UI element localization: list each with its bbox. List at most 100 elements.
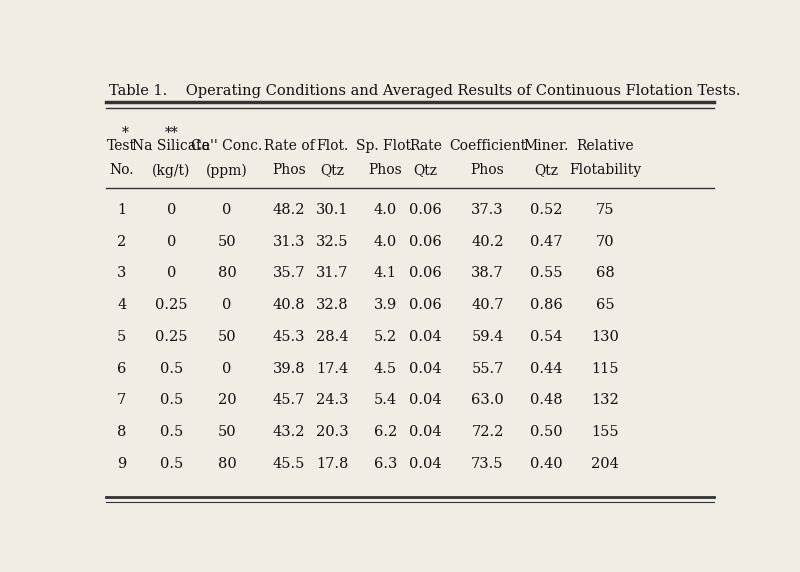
- Text: 39.8: 39.8: [273, 362, 306, 376]
- Text: 204: 204: [591, 456, 619, 471]
- Text: 45.7: 45.7: [273, 393, 306, 407]
- Text: Sp. Flot.: Sp. Flot.: [355, 139, 415, 153]
- Text: 0.25: 0.25: [155, 330, 187, 344]
- Text: 4.1: 4.1: [374, 267, 397, 280]
- Text: 32.5: 32.5: [316, 235, 349, 249]
- Text: 0: 0: [166, 267, 176, 280]
- Text: 0.04: 0.04: [409, 330, 442, 344]
- Text: 45.3: 45.3: [273, 330, 306, 344]
- Text: 8: 8: [117, 425, 126, 439]
- Text: 0: 0: [222, 362, 232, 376]
- Text: 48.2: 48.2: [273, 203, 306, 217]
- Text: 6.3: 6.3: [374, 456, 397, 471]
- Text: Ca'' Conc.: Ca'' Conc.: [191, 139, 262, 153]
- Text: 31.7: 31.7: [316, 267, 349, 280]
- Text: 59.4: 59.4: [471, 330, 504, 344]
- Text: Qtz: Qtz: [534, 164, 558, 177]
- Text: 32.8: 32.8: [316, 298, 349, 312]
- Text: Phos: Phos: [272, 164, 306, 177]
- Text: 6.2: 6.2: [374, 425, 397, 439]
- Text: 7: 7: [117, 393, 126, 407]
- Text: 20: 20: [218, 393, 237, 407]
- Text: 24.3: 24.3: [316, 393, 349, 407]
- Text: 4.0: 4.0: [374, 235, 397, 249]
- Text: Phos: Phos: [368, 164, 402, 177]
- Text: 0.40: 0.40: [530, 456, 562, 471]
- Text: 31.3: 31.3: [273, 235, 306, 249]
- Text: 0.54: 0.54: [530, 330, 562, 344]
- Text: 50: 50: [218, 425, 237, 439]
- Text: Qtz: Qtz: [414, 164, 438, 177]
- Text: 0.5: 0.5: [160, 362, 183, 376]
- Text: 0.55: 0.55: [530, 267, 562, 280]
- Text: 70: 70: [596, 235, 614, 249]
- Text: (ppm): (ppm): [206, 164, 248, 178]
- Text: 68: 68: [596, 267, 614, 280]
- Text: 0.04: 0.04: [409, 456, 442, 471]
- Text: 17.8: 17.8: [316, 456, 349, 471]
- Text: 0.04: 0.04: [409, 362, 442, 376]
- Text: Flotability: Flotability: [570, 164, 642, 177]
- Text: 1: 1: [117, 203, 126, 217]
- Text: 5.4: 5.4: [374, 393, 397, 407]
- Text: 40.8: 40.8: [273, 298, 306, 312]
- Text: Relative: Relative: [577, 139, 634, 153]
- Text: 63.0: 63.0: [471, 393, 504, 407]
- Text: 0.86: 0.86: [530, 298, 562, 312]
- Text: 55.7: 55.7: [471, 362, 504, 376]
- Text: (kg/t): (kg/t): [152, 164, 190, 178]
- Text: 115: 115: [591, 362, 619, 376]
- Text: 65: 65: [596, 298, 614, 312]
- Text: Test: Test: [107, 139, 136, 153]
- Text: 132: 132: [591, 393, 619, 407]
- Text: 35.7: 35.7: [273, 267, 306, 280]
- Text: 0: 0: [166, 203, 176, 217]
- Text: 0.5: 0.5: [160, 425, 183, 439]
- Text: 5.2: 5.2: [374, 330, 397, 344]
- Text: 72.2: 72.2: [471, 425, 504, 439]
- Text: 4: 4: [117, 298, 126, 312]
- Text: 0.25: 0.25: [155, 298, 187, 312]
- Text: 0.06: 0.06: [409, 298, 442, 312]
- Text: 0.06: 0.06: [409, 235, 442, 249]
- Text: 0.06: 0.06: [409, 267, 442, 280]
- Text: 3.9: 3.9: [374, 298, 397, 312]
- Text: 80: 80: [218, 456, 237, 471]
- Text: 4.5: 4.5: [374, 362, 397, 376]
- Text: Na Silicate: Na Silicate: [132, 139, 210, 153]
- Text: 2: 2: [117, 235, 126, 249]
- Text: 50: 50: [218, 235, 237, 249]
- Text: 130: 130: [591, 330, 619, 344]
- Text: 40.7: 40.7: [471, 298, 504, 312]
- Text: Table 1.    Operating Conditions and Averaged Results of Continuous Flotation Te: Table 1. Operating Conditions and Averag…: [110, 84, 741, 98]
- Text: 20.3: 20.3: [316, 425, 349, 439]
- Text: No.: No.: [110, 164, 134, 177]
- Text: 3: 3: [117, 267, 126, 280]
- Text: 40.2: 40.2: [471, 235, 504, 249]
- Text: *: *: [122, 126, 129, 140]
- Text: 0.04: 0.04: [409, 425, 442, 439]
- Text: 38.7: 38.7: [471, 267, 504, 280]
- Text: 0.52: 0.52: [530, 203, 562, 217]
- Text: 0.47: 0.47: [530, 235, 562, 249]
- Text: 0.5: 0.5: [160, 393, 183, 407]
- Text: 30.1: 30.1: [316, 203, 349, 217]
- Text: 0: 0: [222, 298, 232, 312]
- Text: 0: 0: [222, 203, 232, 217]
- Text: Flot.: Flot.: [316, 139, 349, 153]
- Text: 6: 6: [117, 362, 126, 376]
- Text: Qtz: Qtz: [321, 164, 345, 177]
- Text: 75: 75: [596, 203, 614, 217]
- Text: 0.04: 0.04: [409, 393, 442, 407]
- Text: 0.48: 0.48: [530, 393, 562, 407]
- Text: 5: 5: [117, 330, 126, 344]
- Text: 0.44: 0.44: [530, 362, 562, 376]
- Text: 43.2: 43.2: [273, 425, 306, 439]
- Text: 28.4: 28.4: [316, 330, 349, 344]
- Text: 155: 155: [591, 425, 619, 439]
- Text: Coefficient: Coefficient: [449, 139, 526, 153]
- Text: 0.06: 0.06: [409, 203, 442, 217]
- Text: 4.0: 4.0: [374, 203, 397, 217]
- Text: **: **: [165, 126, 179, 140]
- Text: Phos: Phos: [470, 164, 504, 177]
